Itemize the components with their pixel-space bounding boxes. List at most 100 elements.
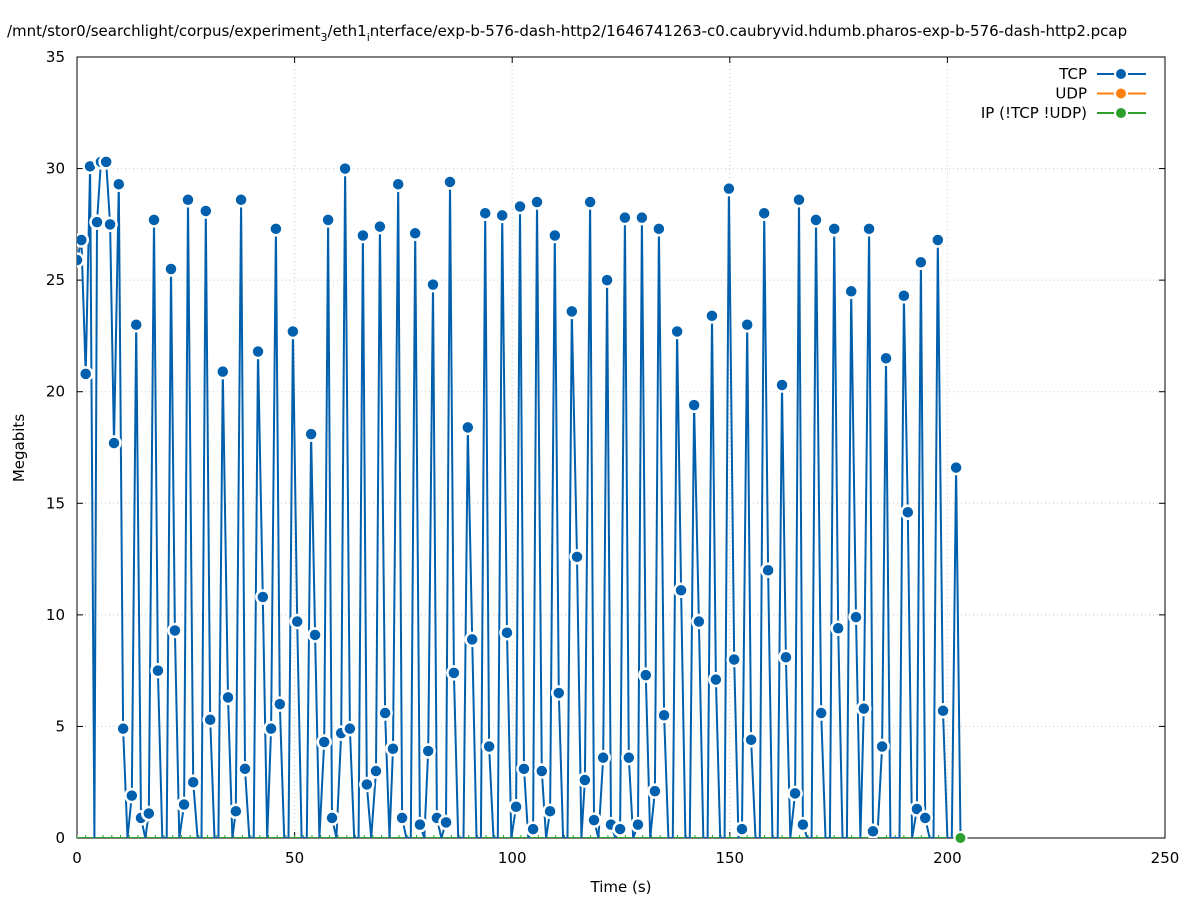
tcp-data-point <box>542 803 558 819</box>
y-axis-label: Megabits <box>10 414 28 482</box>
tcp-data-point <box>930 232 946 248</box>
tcp-data-point <box>176 796 192 813</box>
tcp-data-point <box>377 705 393 721</box>
tcp-data-point <box>913 254 929 271</box>
y-tick-label: 5 <box>55 717 65 735</box>
tcp-data-point <box>180 192 196 208</box>
tcp-data-point <box>861 221 877 237</box>
tcp-data-point <box>220 689 236 706</box>
tcp-data-point <box>726 651 742 668</box>
tcp-data-point <box>856 700 872 717</box>
tcp-data-point <box>420 743 436 759</box>
tcp-data-point <box>372 218 388 235</box>
tcp-data-point <box>255 589 271 605</box>
tcp-data-point <box>529 194 545 210</box>
tcp-data-point <box>237 761 253 777</box>
tcp-data-point <box>656 707 672 724</box>
legend-label: IP (!TCP !UDP) <box>981 104 1087 122</box>
tcp-data-point <box>508 799 524 815</box>
tcp-data-point <box>673 582 689 599</box>
tcp-data-point <box>215 363 231 380</box>
tcp-data-point <box>124 787 140 804</box>
tcp-data-point <box>77 366 94 382</box>
tcp-data-point <box>111 176 127 192</box>
y-tick-label: 0 <box>55 829 65 847</box>
tcp-data-point <box>385 740 401 757</box>
tcp-data-point <box>146 212 162 228</box>
legend-label: TCP <box>1058 65 1087 83</box>
tcp-data-point <box>760 562 776 578</box>
tcp-data-point <box>316 734 332 750</box>
tcp-series-line <box>77 160 962 838</box>
tcp-data-point <box>617 209 633 226</box>
tcp-data-point <box>115 720 131 737</box>
tcp-data-point <box>250 343 266 360</box>
tcp-data-point <box>141 805 157 822</box>
tcp-data-point <box>547 227 563 244</box>
tcp-data-point <box>551 685 567 701</box>
tcp-data-point <box>743 732 759 748</box>
tcp-data-point <box>98 154 114 170</box>
x-tick-label: 150 <box>715 849 744 867</box>
tcp-data-point <box>512 198 528 215</box>
tcp-data-point <box>359 776 375 793</box>
tcp-data-point <box>285 323 301 340</box>
tcp-data-point <box>582 194 598 210</box>
tcp-data-point <box>494 207 510 224</box>
tcp-data-point <box>394 810 410 826</box>
tcp-data-point <box>233 192 249 208</box>
tcp-data-point <box>721 180 737 197</box>
tcp-data-point <box>442 174 458 190</box>
tcp-data-point <box>438 814 454 831</box>
y-tick-label: 15 <box>46 494 65 512</box>
y-tick-label: 10 <box>46 606 65 624</box>
tcp-data-point <box>263 720 279 737</box>
tcp-data-point <box>577 772 593 788</box>
x-tick-label: 100 <box>498 849 527 867</box>
tcp-data-point <box>525 821 541 837</box>
tcp-data-point <box>320 212 336 228</box>
tcp-data-point <box>337 160 353 177</box>
tcp-data-point <box>734 821 750 837</box>
tcp-data-point <box>669 323 685 340</box>
tcp-data-point <box>791 192 807 208</box>
tcp-data-point <box>355 227 371 244</box>
tcp-data-point <box>390 176 406 192</box>
tcp-data-point <box>106 435 122 451</box>
tcp-data-point <box>599 272 615 288</box>
tcp-data-point <box>446 665 462 681</box>
tcp-data-point <box>89 214 105 230</box>
tcp-data-point <box>128 317 144 333</box>
tcp-data-point <box>303 426 319 442</box>
tcp-data-point <box>848 609 864 625</box>
tcp-data-point <box>830 620 846 636</box>
tcp-data-point <box>564 303 580 320</box>
tcp-data-point <box>917 810 933 826</box>
tcp-data-point <box>651 221 667 237</box>
tcp-data-point <box>896 288 912 304</box>
tcp-data-point <box>499 624 515 641</box>
tcp-data-point <box>407 225 423 242</box>
tcp-data-point <box>534 763 550 779</box>
tcp-data-point <box>808 212 824 228</box>
legend-marker <box>1114 67 1128 81</box>
series-layer <box>77 154 964 838</box>
tcp-data-point <box>586 812 602 828</box>
legend-label: UDP <box>1055 85 1087 103</box>
tcp-data-point <box>778 649 794 666</box>
tcp-data-point <box>865 823 881 838</box>
ip-data-point <box>953 831 968 845</box>
x-tick-label: 200 <box>933 849 962 867</box>
tcp-data-point <box>638 667 654 683</box>
tcp-data-point <box>102 216 118 233</box>
tcp-data-point <box>935 703 951 719</box>
tcp-data-point <box>813 705 829 721</box>
tcp-data-point <box>464 631 480 648</box>
tcp-data-point <box>481 738 497 755</box>
tcp-data-point <box>595 749 611 766</box>
x-tick-label: 250 <box>1151 849 1180 867</box>
x-axis-label: Time (s) <box>590 878 652 896</box>
tcp-data-point <box>874 738 890 755</box>
